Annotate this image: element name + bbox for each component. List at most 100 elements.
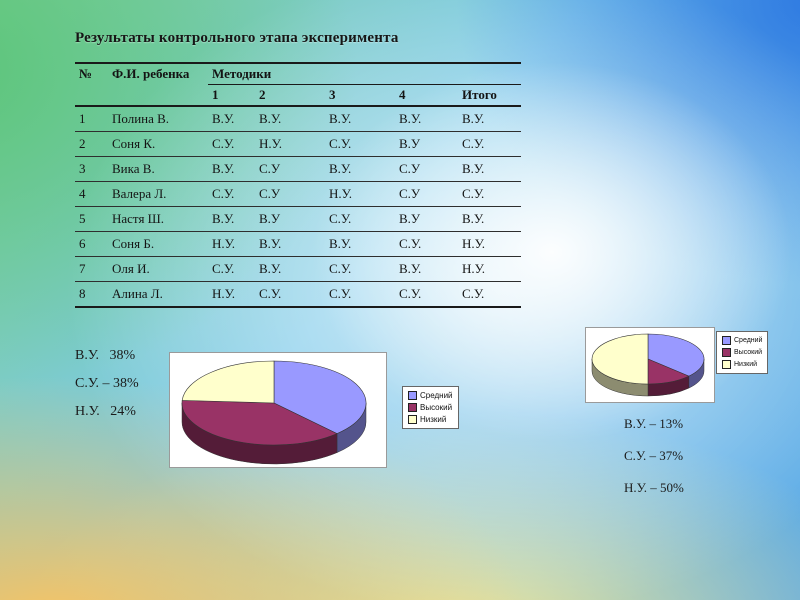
row-number: 8 <box>79 286 86 301</box>
legend-label: Высокий <box>420 403 453 412</box>
method-3-result: В.У. <box>325 106 395 132</box>
legend-item: Высокий <box>722 348 762 357</box>
col-header-method-2: 2 <box>255 84 325 107</box>
method-3-result: С.У. <box>329 286 352 301</box>
method-4-result: С.У. <box>399 286 422 301</box>
col-header-method-4: 4 <box>395 84 458 107</box>
method-3-result: С.У. <box>325 206 395 232</box>
row-number: 4 <box>75 181 108 207</box>
slide-title: Результаты контрольного этапа эксперимен… <box>75 30 399 46</box>
total-result: Н.У. <box>458 231 521 257</box>
table-header-row: № Ф.И. ребенка Методики <box>75 63 521 107</box>
child-name: Соня К. <box>108 131 208 157</box>
col-header-number: № <box>75 63 108 107</box>
stat-line: Н.У. – 50% <box>624 480 684 495</box>
total-result: С.У. <box>462 286 485 301</box>
table-row: 4 Валера Л. С.У. С.У Н.У. С.У С.У. <box>75 181 521 207</box>
method-4-result: В.У. <box>395 256 458 282</box>
legend-item: Средний <box>408 391 453 400</box>
right-pie-chart <box>591 333 705 397</box>
table-row: 2 Соня К. С.У. Н.У. С.У. В.У С.У. <box>75 131 521 157</box>
legend-item: Высокий <box>408 403 453 412</box>
method-2-result: В.У <box>255 206 325 232</box>
method-1-result: С.У. <box>208 256 255 282</box>
table-row: 5 Настя Ш. В.У. В.У С.У. В.У В.У. <box>75 206 521 232</box>
method-2-result: Н.У. <box>255 131 325 157</box>
method-4-result: В.У <box>395 206 458 232</box>
child-name: Алина Л. <box>112 286 163 301</box>
child-name: Настя Ш. <box>108 206 208 232</box>
col-header-method-3: 3 <box>325 84 395 107</box>
total-result: С.У. <box>458 181 521 207</box>
left-chart-legend: Средний Высокий Низкий <box>402 386 459 429</box>
total-result: В.У. <box>458 106 521 132</box>
child-name: Полина В. <box>108 106 208 132</box>
total-result: В.У. <box>458 156 521 182</box>
left-pie-chart <box>181 360 367 465</box>
row-number: 6 <box>75 231 108 257</box>
child-name: Соня Б. <box>108 231 208 257</box>
legend-item: Низкий <box>722 360 762 369</box>
row-number: 3 <box>75 156 108 182</box>
method-2-result: С.У. <box>259 286 282 301</box>
legend-label: Средний <box>734 337 763 344</box>
row-number: 2 <box>75 131 108 157</box>
child-name: Вика В. <box>108 156 208 182</box>
right-pie-chart-box <box>585 327 715 403</box>
legend-item: Низкий <box>408 415 453 424</box>
legend-swatch-icon <box>408 403 417 412</box>
stat-line: В.У. – 13% <box>624 416 684 431</box>
legend-label: Низкий <box>420 415 447 424</box>
col-header-methods: Методики <box>208 63 521 85</box>
right-chart-legend: Средний Высокий Низкий <box>716 331 769 374</box>
methods-subheader-row: 1 2 3 4 Итого <box>75 84 521 107</box>
total-result: С.У. <box>458 131 521 157</box>
method-2-result: С.У <box>255 156 325 182</box>
method-3-result: С.У. <box>325 131 395 157</box>
method-1-result: В.У. <box>208 156 255 182</box>
method-2-result: В.У. <box>255 106 325 132</box>
method-3-result: В.У. <box>325 156 395 182</box>
legend-swatch-icon <box>722 336 731 345</box>
stat-line: С.У. – 37% <box>624 448 684 463</box>
col-header-method-1: 1 <box>208 84 255 107</box>
method-4-result: В.У. <box>395 106 458 132</box>
row-number: 1 <box>75 106 108 132</box>
row-number: 5 <box>75 206 108 232</box>
total-result: В.У. <box>458 206 521 232</box>
method-1-result: С.У. <box>208 181 255 207</box>
legend-swatch-icon <box>722 360 731 369</box>
child-name: Валера Л. <box>108 181 208 207</box>
col-header-total: Итого <box>458 84 521 107</box>
row-number: 7 <box>75 256 108 282</box>
col-header-name: Ф.И. ребенка <box>108 63 208 107</box>
total-result: Н.У. <box>458 256 521 282</box>
method-3-result: В.У. <box>325 231 395 257</box>
method-3-result: С.У. <box>325 256 395 282</box>
table-row: 1 Полина В. В.У. В.У. В.У. В.У. В.У. <box>75 106 521 132</box>
method-3-result: Н.У. <box>325 181 395 207</box>
legend-swatch-icon <box>408 391 417 400</box>
left-pie-chart-box <box>169 352 387 468</box>
legend-swatch-icon <box>722 348 731 357</box>
method-1-result: С.У. <box>208 131 255 157</box>
legend-label: Низкий <box>734 361 758 368</box>
table-row: 6 Соня Б. Н.У. В.У. В.У. С.У. Н.У. <box>75 231 521 257</box>
legend-label: Высокий <box>734 349 763 356</box>
method-1-result: В.У. <box>208 106 255 132</box>
method-4-result: В.У <box>395 131 458 157</box>
method-4-result: С.У. <box>395 231 458 257</box>
method-4-result: С.У <box>395 181 458 207</box>
stat-line: С.У. – 38% <box>75 376 139 391</box>
left-stats-block: В.У. 38% С.У. – 38% Н.У. 24% <box>75 342 139 426</box>
child-name: Оля И. <box>108 256 208 282</box>
method-1-result: В.У. <box>208 206 255 232</box>
table-row: 8 Алина Л. Н.У. С.У. С.У. С.У. С.У. <box>75 282 521 308</box>
legend-item: Средний <box>722 336 762 345</box>
method-1-result: Н.У. <box>208 231 255 257</box>
method-2-result: В.У. <box>255 256 325 282</box>
table-row: 7 Оля И. С.У. В.У. С.У. В.У. Н.У. <box>75 256 521 282</box>
right-stats-block: В.У. – 13% С.У. – 37% Н.У. – 50% <box>624 408 684 504</box>
